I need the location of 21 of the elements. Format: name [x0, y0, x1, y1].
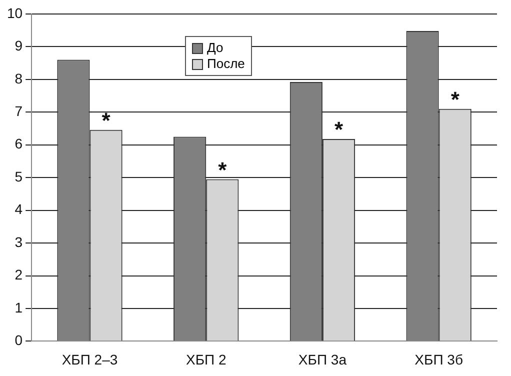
y-tick-label: 10 [6, 4, 23, 21]
x-tick-label: ХБП 3б [414, 351, 463, 368]
y-tick-label: 1 [14, 299, 23, 316]
y-tick-label: 8 [14, 70, 23, 86]
x-tick-label: ХБП 2–3 [62, 351, 118, 368]
y-tick-label: 7 [14, 103, 23, 120]
x-tick-label: ХБП 3а [298, 351, 347, 368]
y-tick-label: 5 [14, 168, 23, 184]
y-tick-label: 6 [14, 136, 23, 152]
x-tick-label: ХБП 2 [186, 351, 226, 368]
y-tick-label: 0 [14, 332, 23, 348]
annotation: * [218, 157, 228, 182]
legend-label: До [207, 40, 224, 56]
annotation: * [450, 86, 460, 112]
y-tick-label: 3 [14, 234, 23, 250]
y-tick-label: 2 [14, 266, 23, 283]
annotation: * [334, 117, 344, 142]
legend-label: После [207, 56, 245, 72]
y-tick-label: 4 [14, 201, 23, 218]
annotation: * [102, 108, 111, 133]
y-tick-label: 9 [14, 38, 23, 54]
